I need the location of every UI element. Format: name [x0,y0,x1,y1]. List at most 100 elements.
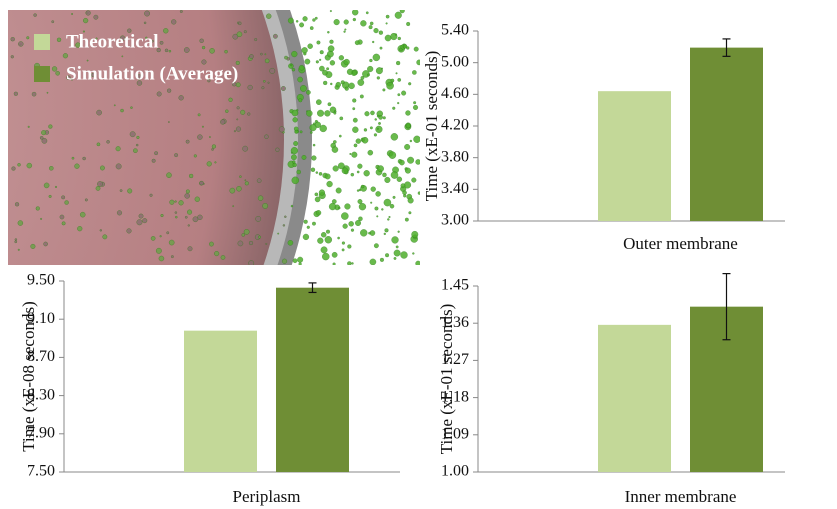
particle [11,37,15,41]
particle [396,61,400,65]
particle [49,195,52,198]
x-category-label: Outer membrane [623,234,738,253]
particle [167,232,169,234]
particle [395,12,402,19]
particle [31,244,36,249]
particle [245,181,249,185]
particle [15,241,17,243]
particle [355,220,361,226]
particle [86,11,91,16]
particle [292,177,299,184]
particle [313,144,315,146]
particle [411,178,416,183]
particle [122,56,123,57]
y-tick-label: 1.45 [441,277,469,294]
y-axis-label: Time (xE-08 seconds) [19,301,38,451]
particle [100,229,102,231]
particle [339,55,344,60]
particle [344,31,346,33]
particle [386,23,388,25]
particle [171,19,176,24]
particle [352,9,358,15]
particle [370,259,376,265]
particle [293,141,297,145]
particle [310,124,317,131]
particle [139,214,143,218]
particle [370,127,373,130]
particle [401,251,408,258]
particle [377,166,383,172]
particle [334,19,340,25]
particle [336,188,342,194]
particle [308,44,313,49]
particle [392,236,399,243]
particle [381,208,383,210]
particle [405,168,411,174]
particle [44,183,49,188]
particle [180,10,183,13]
particle [332,252,337,257]
particle [36,207,40,211]
particle [65,201,69,205]
particle [364,128,367,131]
particle [133,149,137,153]
particle [288,18,293,23]
particle [351,229,354,232]
particle [319,190,325,196]
particle [107,140,110,143]
particle [57,38,61,42]
particle [330,60,335,65]
particle [395,34,397,36]
particle [356,139,361,144]
particle [321,247,327,253]
particle [150,194,153,197]
particle [300,131,302,133]
particle [341,80,345,84]
particle [297,257,303,263]
particle [327,181,333,187]
y-tick-label: 3.40 [441,180,469,197]
particle [179,95,184,100]
particle [187,210,192,215]
particle [11,55,14,58]
particle [416,261,421,266]
particle [405,111,410,116]
particle [61,196,64,199]
particle [281,86,285,90]
particle [282,259,287,264]
particle [26,36,29,39]
particle [249,241,253,245]
particle [398,93,400,95]
particle [85,199,88,202]
particle [18,249,20,251]
particle [237,22,239,24]
legend-swatch [34,66,50,82]
y-tick-label: 7.50 [27,463,55,480]
particle [317,41,321,45]
particle [370,202,372,204]
y-tick-label: 3.00 [441,212,469,229]
particle [185,216,187,218]
particle [311,156,316,161]
particle [412,231,419,238]
particle [202,126,203,127]
particle [40,218,42,220]
particle [316,172,318,174]
particle [194,155,197,158]
particle [375,207,379,211]
particle [254,38,257,41]
particle [390,204,394,208]
particle [120,109,123,112]
particle [392,107,395,110]
particle [364,170,370,176]
particle [349,83,355,89]
particle [236,186,241,191]
particle [328,46,334,52]
particle [316,60,319,63]
particle [266,243,267,244]
particle [351,173,354,176]
particle [63,53,68,58]
particle [368,232,370,234]
particle [365,111,370,116]
figure: Theoretical Simulation (Average) 3.003.4… [0,0,837,509]
